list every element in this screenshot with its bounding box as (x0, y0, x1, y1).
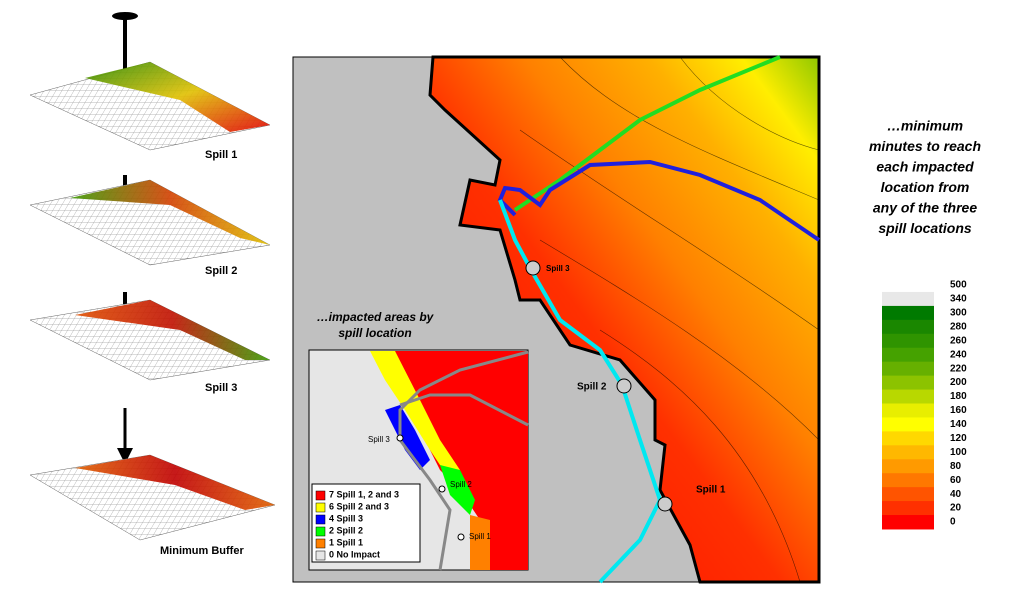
color-tick-label: 340 (950, 294, 967, 305)
color-tick-label: 120 (950, 433, 967, 444)
spill-label: Spill 3 (546, 264, 570, 273)
inset-spill-label: Spill 2 (450, 480, 472, 489)
color-tick-label: 180 (950, 391, 967, 402)
legend-swatch (315, 490, 326, 501)
color-swatch (882, 515, 934, 530)
legend-label: 0 No Impact (329, 549, 380, 559)
caption: …minimum minutes to reach each impacted loc… (869, 118, 981, 237)
color-swatch (882, 403, 934, 418)
color-swatch (882, 361, 934, 377)
color-tick-label: 40 (950, 489, 962, 500)
color-swatch (882, 291, 934, 307)
legend-label: 6 Spill 2 and 3 (329, 501, 389, 511)
inset-spill-label: Spill 1 (469, 532, 491, 541)
caption-line: …minimum (887, 118, 963, 134)
legend-label: 2 Spill 2 (329, 525, 363, 535)
color-tick-label: 60 (950, 475, 962, 486)
color-tick-label: 160 (950, 405, 967, 416)
spill-label: Spill 2 (577, 382, 607, 393)
surface-label: Spill 2 (205, 265, 237, 277)
legend-swatch (315, 538, 326, 549)
color-tick-label: 100 (950, 447, 967, 458)
color-swatch (882, 487, 934, 502)
color-tick-label: 0 (950, 517, 956, 528)
color-tick-label: 140 (950, 419, 967, 430)
main-map: Spill 3 Spill 2 Spill 1 (292, 55, 821, 584)
caption-line: location from (881, 179, 970, 195)
color-swatch (882, 501, 934, 516)
spill-label: Spill 1 (696, 485, 726, 496)
color-swatch (882, 431, 934, 446)
surface-label: Minimum Buffer (160, 545, 244, 557)
color-tick-label: 220 (950, 363, 967, 374)
color-tick-label: 20 (950, 503, 962, 514)
color-swatch (882, 305, 934, 321)
color-swatch (882, 375, 934, 391)
color-tick-label: 280 (950, 321, 967, 332)
color-swatch (882, 347, 934, 363)
legend-label: 7 Spill 1, 2 and 3 (329, 489, 399, 499)
inset-title: …impacted areas by (317, 310, 435, 324)
color-swatch (882, 333, 934, 349)
caption-line: each impacted (876, 159, 974, 175)
legend-swatch (315, 502, 326, 513)
legend-swatch (315, 550, 326, 561)
inset-title: spill location (338, 326, 411, 340)
color-swatch (882, 445, 934, 460)
color-tick-label: 200 (950, 377, 967, 388)
surface-label: Spill 1 (205, 149, 237, 161)
color-tick-label: 500 (950, 280, 967, 291)
caption-line: any of the three (873, 200, 977, 216)
inset-spill-label: Spill 3 (368, 435, 390, 444)
caption-line: minutes to reach (869, 138, 981, 154)
inset-legend: 7 Spill 1, 2 and 3 6 Spill 2 and 3 4 Spill… (315, 489, 399, 561)
color-tick-label: 300 (950, 308, 967, 319)
legend-swatch (315, 514, 326, 525)
legend-label: 1 Spill 1 (329, 537, 363, 547)
surface-label: Spill 3 (205, 382, 237, 394)
legend-swatch (315, 526, 326, 537)
color-swatch (882, 473, 934, 488)
color-tick-label: 80 (950, 461, 962, 472)
color-legend: 5003403002802602402202001801601401201008… (882, 280, 967, 530)
inset: …impacted areas by spill location Spill … (308, 310, 529, 571)
color-tick-label: 260 (950, 335, 967, 346)
surfaces: Spill 1 Spill 2 Spill 3 Minimum Buffer (29, 12, 276, 557)
color-swatch (882, 417, 934, 432)
caption-line: spill locations (878, 220, 972, 236)
color-swatch (882, 459, 934, 474)
color-tick-label: 240 (950, 349, 967, 360)
color-swatch (882, 389, 934, 404)
legend-label: 4 Spill 3 (329, 513, 363, 523)
color-swatch (882, 319, 934, 335)
